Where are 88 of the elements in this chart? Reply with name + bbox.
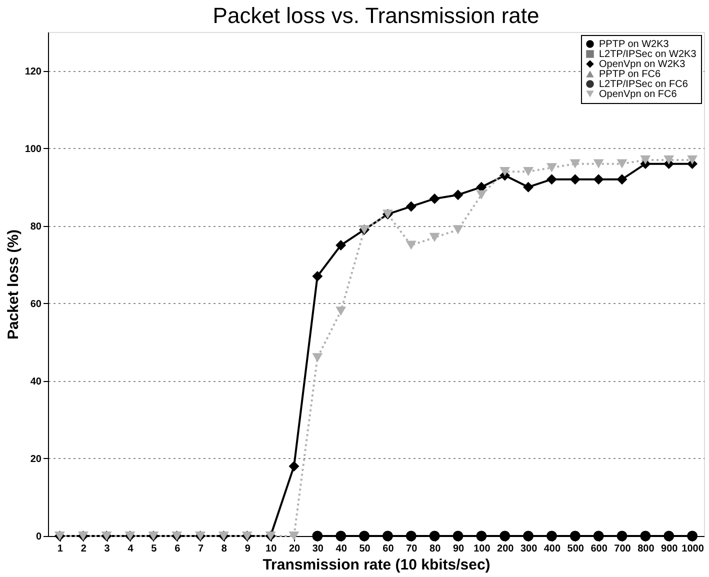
point	[336, 306, 346, 316]
x-tick-label: 9	[244, 544, 251, 554]
point	[523, 182, 534, 192]
legend-label: OpenVpn on FC6	[599, 89, 678, 100]
x-tick-label: 900	[661, 544, 678, 554]
x-tick-label: 40	[336, 544, 348, 554]
point	[523, 530, 534, 542]
point	[429, 232, 440, 242]
point	[664, 530, 674, 542]
point	[336, 530, 346, 542]
point	[500, 530, 510, 542]
chart-title: Packet loss vs. Transmission rate	[212, 3, 540, 28]
x-tick-label: 500	[567, 544, 584, 554]
point	[546, 530, 557, 542]
x-tick-label: 800	[638, 544, 655, 554]
point	[546, 163, 557, 172]
legend-label: L2TP/IPSec on FC6	[599, 79, 688, 90]
point	[593, 530, 604, 542]
point	[476, 530, 487, 542]
x-tick-label: 2	[80, 544, 87, 554]
point	[406, 240, 416, 250]
y-tick-label: 100	[24, 144, 42, 155]
x-tick-label: 70	[406, 544, 418, 554]
y-tick-label: 0	[36, 532, 42, 542]
point	[382, 530, 393, 542]
x-tick-label: 20	[288, 544, 300, 554]
x-tick-label: 7	[198, 544, 204, 554]
x-tick-label: 600	[590, 544, 608, 554]
legend-label: PPTP on W2K3	[599, 39, 670, 50]
point	[546, 174, 557, 185]
point	[312, 530, 323, 542]
point	[476, 190, 487, 200]
x-tick-label: 80	[430, 544, 442, 554]
y-tick-label: 40	[30, 376, 42, 388]
point	[523, 167, 534, 176]
point	[687, 530, 698, 542]
legend-label: PPTP on FC6	[599, 69, 661, 80]
x-tick-label: 400	[544, 544, 561, 554]
x-tick-label: 50	[359, 544, 371, 554]
x-tick-label: 1	[57, 544, 64, 554]
x-tick-label: 300	[520, 544, 538, 554]
x-tick-label: 30	[312, 544, 324, 554]
point	[593, 159, 604, 168]
y-tick-label: 20	[30, 454, 42, 465]
x-tick-label: 1000	[682, 544, 704, 554]
point	[312, 271, 323, 282]
point	[570, 159, 580, 168]
x-tick-label: 700	[614, 544, 632, 554]
point	[406, 530, 416, 542]
x-tick-label: 90	[452, 544, 464, 554]
x-tick-label: 100	[474, 544, 491, 554]
x-axis-title: Transmission rate (10 kbits/sec)	[262, 556, 490, 574]
point	[312, 353, 323, 362]
point	[429, 530, 440, 542]
x-tick-label: 60	[382, 544, 394, 554]
x-tick-label: 4	[128, 544, 134, 554]
point	[687, 155, 698, 164]
y-tick-label: 60	[30, 298, 42, 310]
point	[429, 193, 440, 204]
y-tick-label: 120	[24, 66, 42, 78]
point	[570, 174, 580, 185]
point	[288, 531, 300, 541]
point	[640, 530, 651, 542]
point	[452, 530, 464, 542]
point	[664, 155, 674, 164]
legend-label: L2TP/IPSec on W2K3	[599, 49, 697, 60]
point	[406, 201, 416, 212]
point	[336, 240, 346, 250]
y-tick-label: 80	[30, 221, 42, 232]
point	[500, 167, 510, 176]
point	[452, 190, 464, 200]
legend-label: OpenVpn on W2K3	[599, 59, 686, 70]
x-tick-label: 8	[221, 544, 228, 554]
point	[616, 174, 628, 185]
x-tick-label: 5	[151, 544, 158, 554]
point	[288, 460, 300, 472]
x-tick-label: 6	[174, 544, 181, 554]
point	[640, 155, 651, 164]
point	[359, 530, 370, 542]
point	[616, 159, 628, 168]
point	[616, 530, 628, 542]
point	[452, 225, 464, 234]
x-tick-label: 200	[497, 544, 514, 554]
point	[570, 530, 580, 542]
y-axis-title: Packet loss (%)	[4, 229, 22, 340]
point	[593, 174, 604, 185]
x-tick-label: 10	[266, 544, 278, 554]
x-tick-label: 3	[104, 544, 110, 554]
